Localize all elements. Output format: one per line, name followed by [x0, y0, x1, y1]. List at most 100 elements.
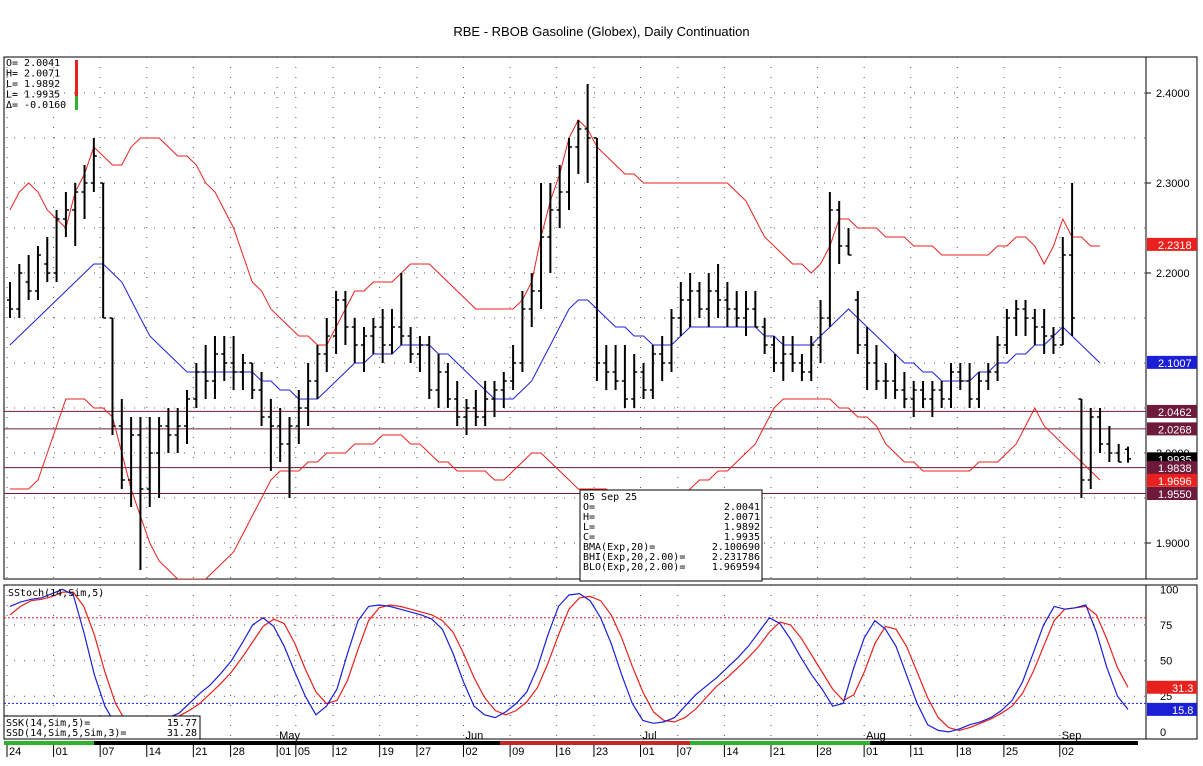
date-label: 07 [102, 746, 114, 758]
stoch-tag [1147, 680, 1197, 694]
info-box-value: 1.9935 [724, 532, 760, 543]
readout-line: O= 2.0041 [6, 58, 60, 69]
info-box: 05 Sep 25O= 2.0041 H= 2.0071 L= 1.9892 C= 1.993… [579, 489, 763, 582]
date-label: 05 [298, 746, 310, 758]
stoch-panel-frame [3, 584, 1198, 740]
date-label: 01 [279, 746, 291, 758]
info-box-label: L= [583, 522, 595, 533]
price-tag-label: 2.1007 [1158, 358, 1192, 370]
date-label: 25 [1006, 746, 1018, 758]
date-axis-segment [500, 741, 690, 745]
month-label: May [279, 730, 300, 742]
date-label: 01 [643, 746, 655, 758]
date-label: 24 [9, 746, 21, 758]
info-box-value: 1.969594 [712, 562, 760, 573]
price-tick-label: 2.4000 [1156, 88, 1190, 100]
lower-band-line [10, 398, 1101, 579]
readout-line: Δ= -0.0160 [6, 100, 66, 111]
stochastic-lines [9, 588, 1129, 733]
info-box-value: 1.9892 [724, 522, 760, 533]
info-box-label: BHI(Exp,20,2.00)= [583, 552, 685, 563]
info-box-label: BLO(Exp,20,2.00)= [583, 562, 685, 573]
date-label: 28 [233, 746, 245, 758]
stoch-tick-label: 50 [1160, 656, 1172, 668]
price-tag-label: 1.9838 [1158, 463, 1192, 475]
price-tick-label: 2.2000 [1156, 268, 1190, 280]
price-bars [7, 84, 1131, 570]
stochastic-labels: SStoch(14,Sim,5) SSK(14,Sim,5)= 15.77 SSD(1… [3, 588, 201, 740]
stoch-tick-label: 100 [1160, 584, 1178, 596]
date-label: 09 [512, 746, 524, 758]
info-box-label: C= [583, 532, 595, 543]
price-tag [1147, 355, 1197, 369]
info-box-date: 05 Sep 25 [583, 492, 637, 503]
date-axis: 24 01 07 14 21 28 01 05 12 19 27 02 09 16 23 01 07 14 21 28… [4, 730, 1138, 758]
date-label: 27 [419, 746, 431, 758]
date-label: 14 [149, 746, 161, 758]
date-label: 14 [726, 746, 738, 758]
price-tag [1147, 461, 1197, 475]
bollinger-bands [9, 119, 1101, 579]
date-label: 02 [466, 746, 478, 758]
info-box-value: 2.231786 [712, 552, 760, 563]
price-tag-label: 1.9550 [1158, 489, 1192, 501]
date-axis-segment [4, 741, 94, 745]
price-tag [1147, 422, 1197, 436]
stoch-readout-label: SSK(14,Sim,5)= [6, 718, 90, 729]
date-label: 21 [195, 746, 207, 758]
upper-band-line [9, 119, 1100, 346]
readout-swatch [75, 96, 78, 110]
price-tag-label: 2.0268 [1158, 424, 1192, 436]
info-box-label: H= [583, 512, 595, 523]
info-box-value: 2.0071 [724, 512, 760, 523]
date-label: 23 [596, 746, 608, 758]
month-label: Jun [466, 730, 484, 742]
date-label: 18 [959, 746, 971, 758]
stoch-tick-label: 75 [1160, 620, 1172, 632]
date-label: 21 [773, 746, 785, 758]
date-label: 19 [382, 746, 394, 758]
date-axis-segment [1090, 741, 1138, 745]
info-box-value: 2.0041 [724, 502, 760, 513]
date-label: 28 [820, 746, 832, 758]
stoch-tick-label: 0 [1160, 727, 1166, 739]
readout-line: L= 1.9935 [6, 90, 60, 101]
info-box-label: O= [583, 502, 595, 513]
readout-swatch [75, 60, 78, 72]
date-axis-segment [690, 741, 870, 745]
price-tags: 2.23182.10072.04622.02681.99351.98381.96… [1147, 237, 1197, 717]
date-label: 07 [680, 746, 692, 758]
stoch-tag-label: 31.3 [1172, 683, 1193, 695]
month-label: Sep [1062, 730, 1082, 742]
date-label: 02 [1062, 746, 1074, 758]
date-axis-segment [94, 741, 290, 745]
ssd-line [9, 591, 1129, 732]
stoch-title: SStoch(14,Sim,5) [8, 588, 104, 599]
stoch-tag-label: 15.8 [1172, 705, 1193, 717]
date-label: 01 [56, 746, 68, 758]
date-axis-segment [870, 741, 1090, 745]
stoch-readout-value: 15.77 [167, 718, 197, 729]
stoch-readout-frame [3, 715, 201, 740]
price-tag-label: 1.9696 [1158, 476, 1192, 488]
date-label: 11 [913, 746, 924, 758]
ssk-line [9, 588, 1129, 733]
readout-swatch [75, 72, 78, 96]
price-tag-label: 2.0462 [1158, 407, 1192, 419]
price-tag [1147, 404, 1197, 418]
price-tag [1147, 237, 1197, 251]
stoch-readout-value: 31.28 [167, 728, 197, 739]
date-axis-segment [290, 741, 500, 745]
date-label: 12 [335, 746, 347, 758]
chart-title: RBE - RBOB Gasoline (Globex), Daily Cont… [453, 24, 750, 39]
month-label: Aug [866, 730, 886, 742]
date-label: 01 [866, 746, 878, 758]
date-label: 16 [559, 746, 571, 758]
stoch-tick-label: 25 [1160, 691, 1172, 703]
price-tick-label: 2.3000 [1156, 178, 1190, 190]
price-tag-label: 2.2318 [1158, 240, 1192, 252]
price-tag [1147, 473, 1197, 487]
